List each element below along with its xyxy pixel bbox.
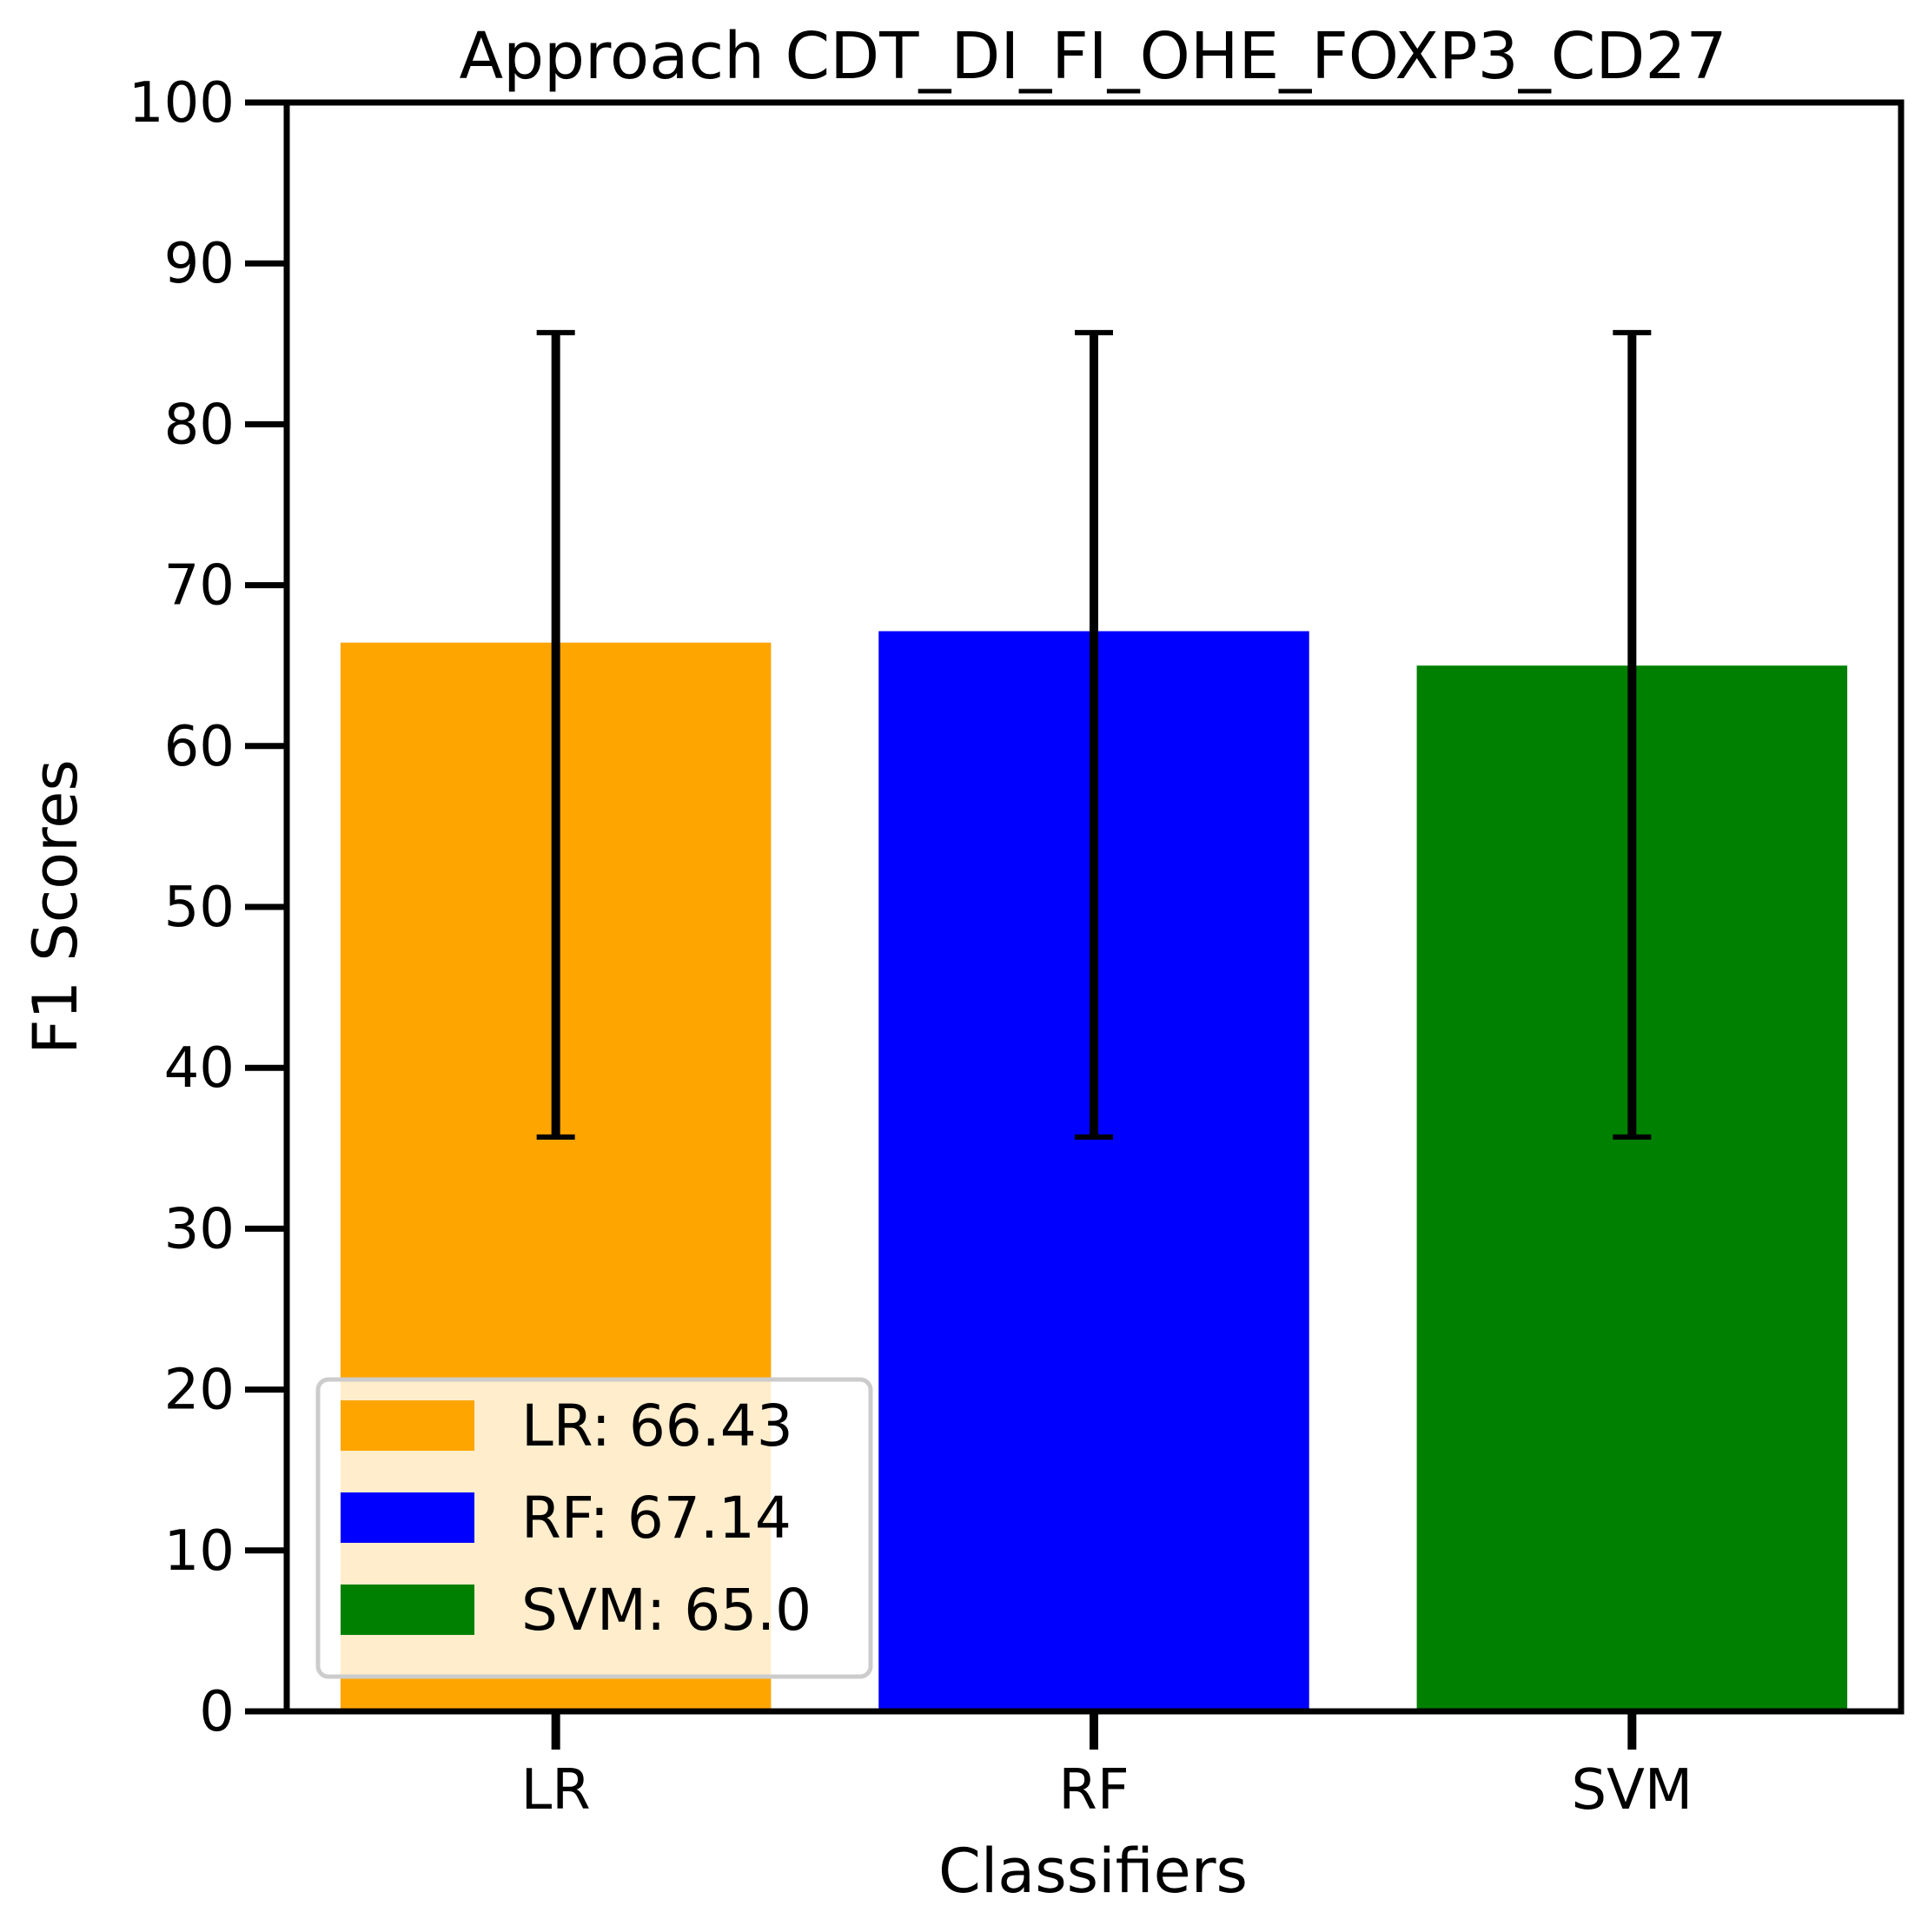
y-tick-label-100: 100 <box>129 71 235 136</box>
y-tick-label-90: 90 <box>164 232 235 296</box>
legend-entries: LR: 66.43 RF: 67.14 SVM: 65.0 <box>341 1393 812 1644</box>
legend-label-rf: RF: 67.14 <box>521 1485 792 1552</box>
x-tick-label-lr: LR <box>521 1758 591 1823</box>
error-bar-rf <box>1075 329 1113 1140</box>
legend: LR: 66.43 RF: 67.14 SVM: 65.0 <box>315 1377 873 1679</box>
chart-title: Approach CDT_DI_FI_OHE_FOXP3_CD27 <box>459 19 1726 94</box>
y-tick-label-0: 0 <box>199 1680 235 1744</box>
y-tick-label-60: 60 <box>164 715 235 779</box>
y-tick-label-40: 40 <box>164 1036 235 1101</box>
y-axis-ticks: 0 10 20 30 40 50 60 70 80 90 100 <box>129 71 287 1744</box>
x-axis-ticks: LR RF SVM <box>521 1711 1693 1823</box>
x-tick-label-rf: RF <box>1058 1758 1129 1823</box>
legend-swatch-rf <box>341 1492 474 1543</box>
x-axis-label: Classifiers <box>938 1836 1248 1907</box>
legend-label-svm: SVM: 65.0 <box>521 1577 812 1644</box>
legend-swatch-lr <box>341 1400 474 1451</box>
y-tick-label-70: 70 <box>164 554 235 619</box>
error-bar-svm <box>1613 329 1652 1140</box>
error-bar-lr <box>536 329 575 1140</box>
y-tick-label-10: 10 <box>164 1519 235 1584</box>
y-tick-label-50: 50 <box>164 876 235 940</box>
legend-swatch-svm <box>341 1585 474 1635</box>
y-tick-label-30: 30 <box>164 1197 235 1261</box>
y-tick-label-20: 20 <box>164 1359 235 1423</box>
x-tick-label-svm: SVM <box>1572 1758 1693 1823</box>
y-axis-label: F1 Scores <box>20 759 91 1055</box>
legend-label-lr: LR: 66.43 <box>521 1393 793 1459</box>
error-bars-layer <box>536 329 1652 1140</box>
y-tick-label-80: 80 <box>164 393 235 457</box>
